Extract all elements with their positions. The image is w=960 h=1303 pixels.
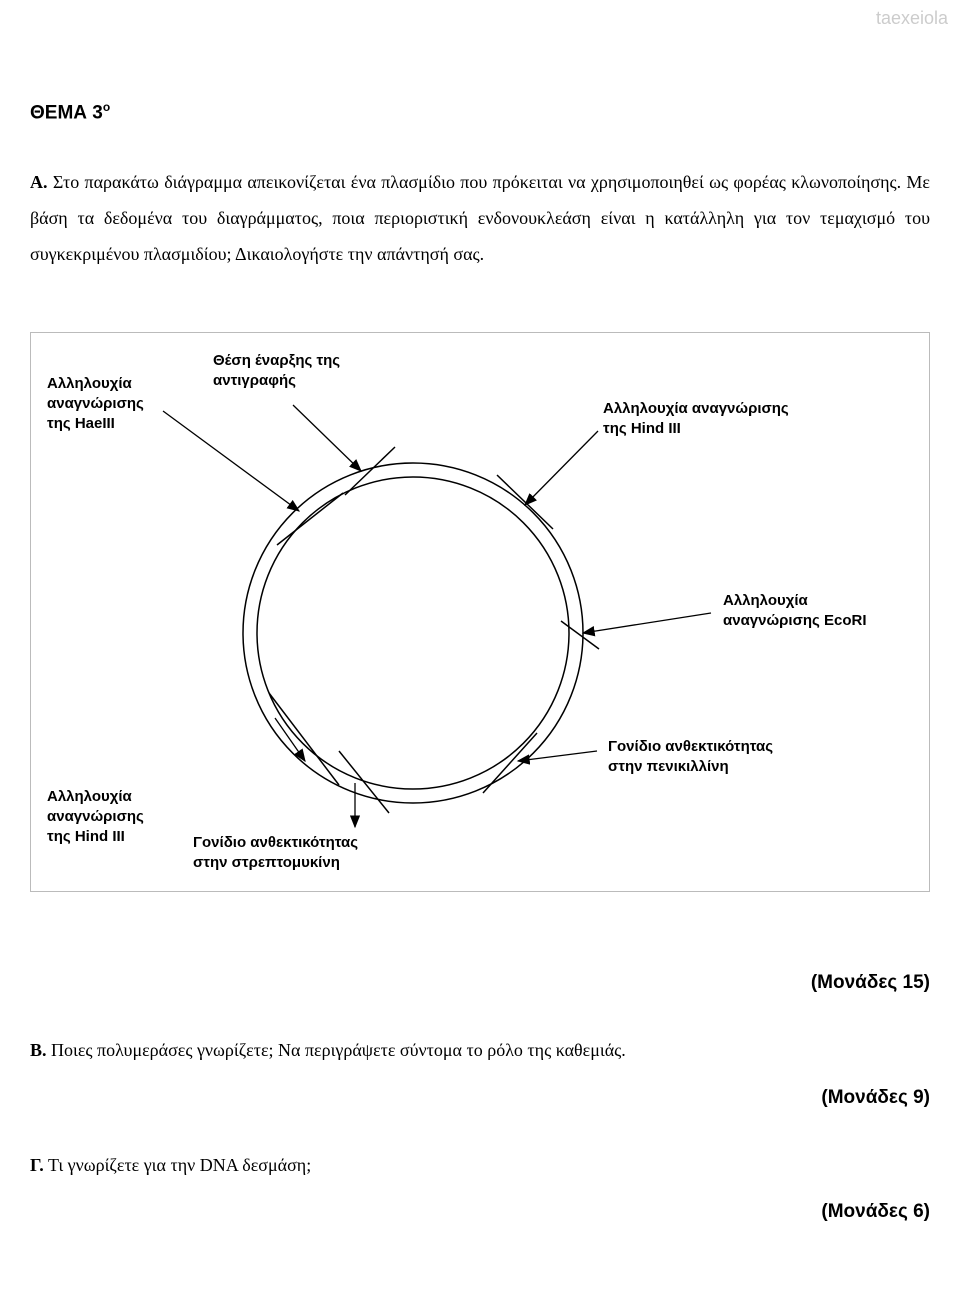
plasmid-svg: Αλληλουχίααναγνώρισηςτης HaeIII Θέση έναρ… [43, 353, 953, 883]
section-g-text: Τι γνωρίζετε για την DNA δεσμάση; [44, 1155, 311, 1175]
cut-cut-ori [345, 447, 395, 495]
cut-cut-strep [339, 751, 389, 813]
arrow-hindiii-top [525, 431, 598, 505]
topic-label: ΘΕΜΑ 3 [30, 102, 103, 123]
label-ecori: Αλληλουχίααναγνώρισης EcoRI [723, 592, 867, 629]
section-a: Α. Στο παρακάτω διάγραμμα απεικονίζεται … [30, 164, 930, 272]
section-b-text: Ποιες πολυμεράσες γνωρίζετε; Να περιγράψ… [47, 1040, 626, 1060]
points-b: (Μονάδες 9) [30, 1087, 930, 1109]
section-b-label: B. [30, 1040, 47, 1060]
label-ori: Θέση έναρξης τηςαντιγραφής [213, 352, 340, 389]
cut-cut-hindiii-top [497, 475, 553, 529]
section-b: B. Ποιες πολυμεράσες γνωρίζετε; Να περιγ… [30, 1034, 930, 1066]
points-a: (Μονάδες 15) [30, 972, 930, 994]
plasmid-outer [243, 463, 583, 803]
arrow-haeiii [163, 411, 299, 511]
topic-heading: ΘΕΜΑ 3ο [30, 100, 930, 124]
label-pen-resistance: Γονίδιο ανθεκτικότηταςστην πενικιλλίνη [608, 738, 773, 775]
arrow-hindiii-bottom [275, 718, 305, 761]
plasmid-diagram: Αλληλουχίααναγνώρισηςτης HaeIII Θέση έναρ… [30, 332, 930, 892]
label-hindiii-bottom: Αλληλουχίααναγνώρισηςτης Hind III [47, 788, 144, 845]
points-g: (Μονάδες 6) [30, 1201, 930, 1223]
arrow-ori [293, 405, 361, 471]
label-strep-resistance: Γονίδιο ανθεκτικότηταςστην στρεπτομυκίνη [193, 834, 358, 871]
page: ΘΕΜΑ 3ο Α. Στο παρακάτω διάγραμμα απεικο… [0, 0, 960, 1303]
label-hindiii-top: Αλληλουχία αναγνώρισηςτης Hind III [603, 400, 789, 437]
cut-cut-pen [483, 733, 537, 793]
topic-sup: ο [103, 100, 110, 114]
section-a-text: Στο παρακάτω διάγραμμα απεικονίζεται ένα… [30, 172, 930, 264]
label-haeiii: Αλληλουχίααναγνώρισηςτης HaeIII [47, 375, 144, 432]
section-g: Γ. Τι γνωρίζετε για την DNA δεσμάση; [30, 1149, 930, 1181]
section-a-label: Α. [30, 172, 48, 192]
section-g-label: Γ. [30, 1155, 44, 1175]
cut-cut-ecori [561, 621, 599, 649]
arrow-ecori [583, 613, 711, 633]
